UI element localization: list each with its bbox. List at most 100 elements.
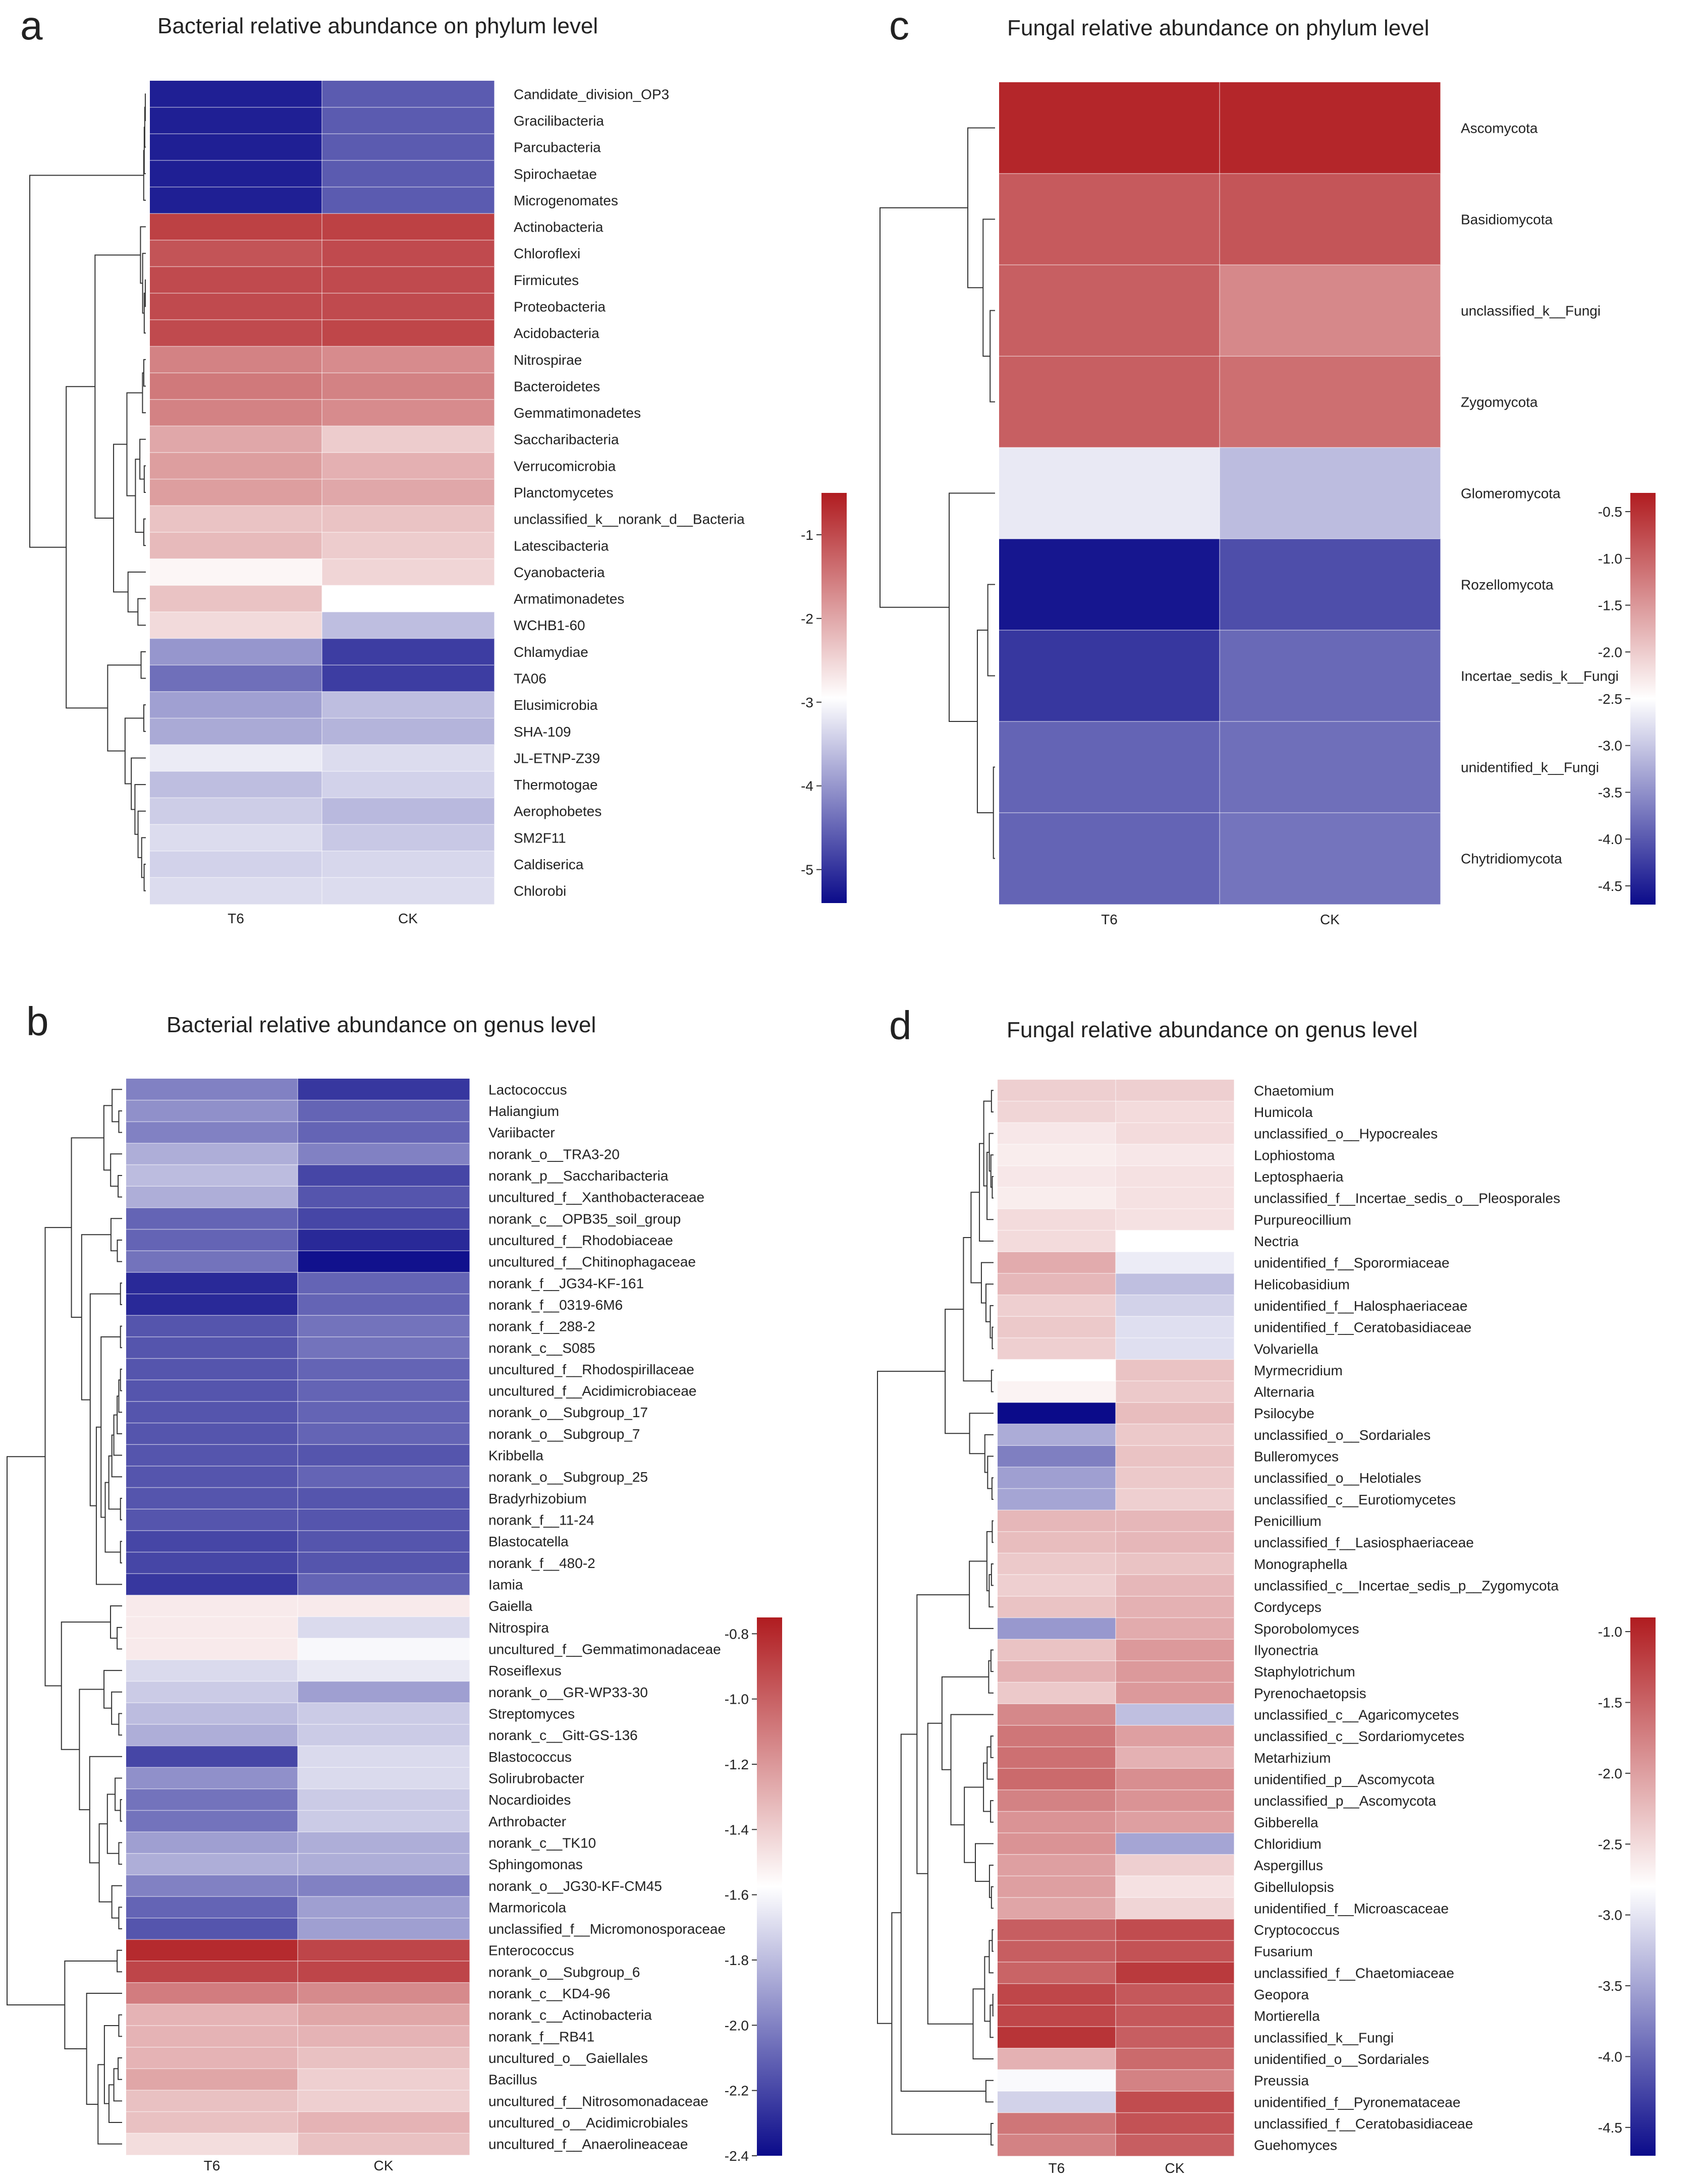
heatmap-cell (998, 2091, 1116, 2113)
row-label: Chytridiomycota (1461, 851, 1562, 867)
heatmap-cell (998, 1316, 1116, 1338)
color-scale-tick-label: -1.0 (725, 1692, 749, 1707)
color-scale-bar (757, 1617, 782, 2156)
dendrogram-branch (120, 1368, 122, 1391)
heatmap-cell (298, 1143, 470, 1165)
dendrogram-branch (140, 651, 146, 679)
row-label: Monographella (1254, 1556, 1348, 1572)
heatmap-cell (298, 1832, 470, 1854)
heatmap-cell (999, 630, 1220, 722)
heatmap-cell (298, 1401, 470, 1424)
row-label: uncultured_f__Xanthobacteraceae (488, 1190, 704, 1205)
heatmap-cell (322, 346, 494, 373)
heatmap-cell (998, 1510, 1116, 1532)
heatmap-cell (998, 2005, 1116, 2027)
heatmap-cell (998, 1123, 1116, 1145)
dendrogram-branch (113, 1414, 122, 1456)
dendrogram-branch (980, 1262, 994, 1304)
heatmap-cell (998, 1230, 1116, 1252)
heatmap-cell (298, 1444, 470, 1467)
row-label: unclassified_k__norank_d__Bacteria (514, 512, 745, 527)
heatmap-cell (322, 824, 494, 852)
row-label: Ilyonectria (1254, 1643, 1318, 1658)
dendrogram-branch (143, 864, 146, 891)
dendrogram-branch (108, 1455, 121, 1510)
heatmap-cell (1116, 1789, 1234, 1812)
dendrogram-branch (120, 1799, 122, 1822)
row-label: Purpureocillium (1254, 1212, 1351, 1227)
heatmap-cell (126, 1875, 298, 1897)
heatmap-cell (126, 2111, 298, 2134)
heatmap-cell (150, 319, 322, 347)
heatmap-cell (322, 771, 494, 798)
heatmap-cell (150, 824, 322, 852)
row-label: Sporobolomyces (1254, 1621, 1359, 1637)
heatmap-cell (126, 1444, 298, 1467)
heatmap-cell (126, 1186, 298, 1208)
dendrogram-branch (143, 359, 146, 387)
heatmap-cell (1116, 2091, 1234, 2113)
heatmap-cell (298, 2047, 470, 2069)
column-label: CK (374, 2158, 394, 2173)
heatmap-cell (999, 174, 1220, 265)
heatmap-cell (998, 1747, 1116, 1769)
row-label: Blastocatella (488, 1534, 569, 1549)
dendrogram-branch (986, 1151, 994, 1220)
row-label: Aspergillus (1254, 1858, 1323, 1873)
heatmap-cell (126, 1681, 298, 1703)
dendrogram-branch (990, 1649, 994, 1672)
heatmap-cell (298, 1164, 470, 1187)
row-label: Spirochaetae (514, 166, 597, 182)
heatmap-cell (298, 2133, 470, 2155)
row-label: SM2F11 (514, 830, 566, 846)
heatmap-cell (126, 1530, 298, 1553)
heatmap-cell (298, 1466, 470, 1488)
dendrogram-branch (117, 1627, 122, 1650)
dendrogram-branch (992, 1175, 994, 1199)
dendrogram-branch (891, 1912, 992, 2135)
heatmap-cell (298, 1595, 470, 1617)
row-label: unclassified_o__Helotiales (1254, 1470, 1421, 1486)
heatmap-cell (150, 851, 322, 878)
heatmap-cell (298, 1272, 470, 1295)
heatmap-cell (150, 798, 322, 825)
row-label: Gibellulopsis (1254, 1879, 1334, 1895)
row-label: uncultured_f__Gemmatimonadaceae (488, 1642, 721, 1657)
dendrogram-branch (127, 571, 146, 612)
heatmap-cell (298, 2004, 470, 2026)
color-scale-tick-label: -3.0 (1598, 738, 1622, 754)
row-label: Gaiella (488, 1598, 533, 1614)
row-label: Microgenomates (514, 193, 618, 208)
dendrogram-branch (972, 1988, 994, 2060)
row-label: Chaetomium (1254, 1083, 1334, 1098)
heatmap-cell (298, 1122, 470, 1144)
heatmap-cell (999, 539, 1220, 631)
row-label: unclassified_c__Sordariomycetes (1254, 1728, 1464, 1744)
row-label: norank_f__480-2 (488, 1555, 595, 1571)
dendrogram-branch (969, 1413, 994, 1454)
color-scale-tick-label: -2.0 (725, 2018, 749, 2033)
dendrogram-branch (29, 175, 144, 548)
heatmap-cell (998, 1789, 1116, 1812)
dendrogram-branch (984, 1434, 994, 1473)
row-label: Iamia (488, 1577, 523, 1593)
heatmap-cell (150, 479, 322, 506)
heatmap-cell (298, 1552, 470, 1574)
dendrogram-branch (991, 1477, 994, 1500)
chart-title: Bacterial relative abundance on phylum l… (157, 14, 598, 38)
dendrogram-branch (137, 810, 146, 858)
dendrogram-branch (990, 1305, 994, 1338)
heatmap-cell (150, 532, 322, 559)
panel-b: b Bacterial relative abundance on genus l… (7, 999, 782, 2173)
column-label: T6 (228, 911, 244, 926)
dendrogram-branch (988, 1940, 994, 1974)
heatmap-cell (298, 2026, 470, 2048)
heatmap-cell (998, 2027, 1116, 2049)
color-scale-tick-label: -4 (801, 778, 813, 794)
row-label: Bradyrhizobium (488, 1491, 587, 1506)
heatmap-cell (298, 1315, 470, 1337)
heatmap-cell (126, 1251, 298, 1273)
heatmap-cell (1116, 1080, 1234, 1102)
heatmap-cell (322, 665, 494, 692)
heatmap-cell (1116, 2027, 1234, 2049)
